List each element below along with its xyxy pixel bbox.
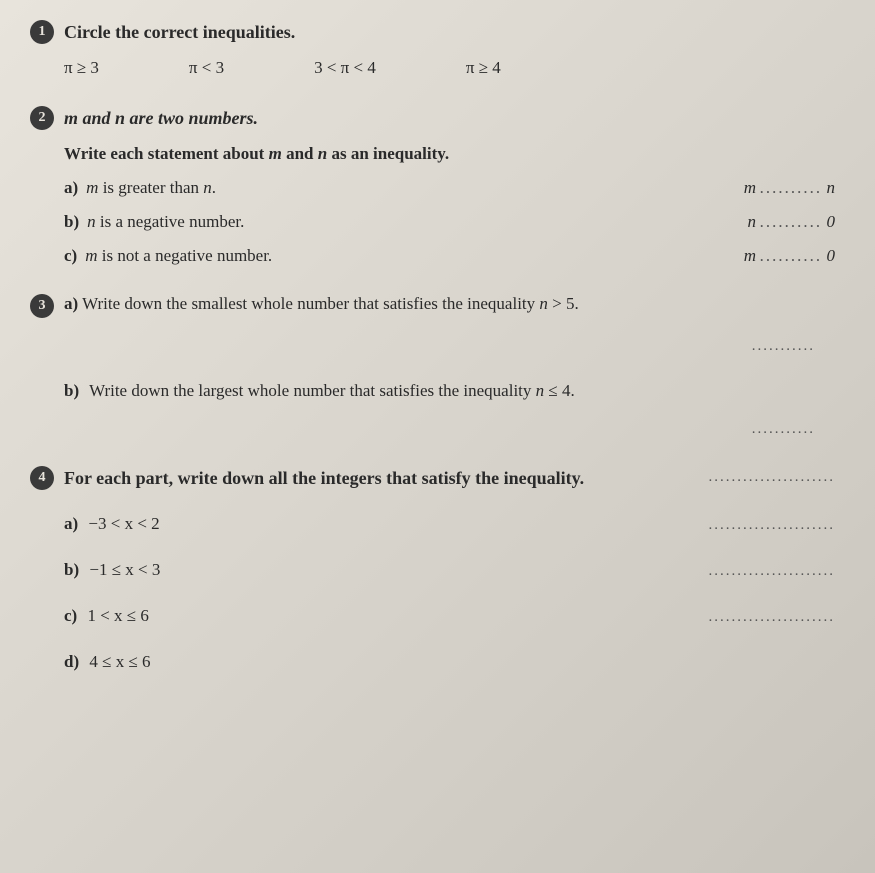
q1-option-3: 3 < π < 4 [314,58,376,78]
question-1: 1 Circle the correct inequalities. π ≥ 3… [30,20,835,78]
q4-prompt: For each part, write down all the intege… [64,468,584,489]
q3-a-letter: a) [64,294,78,313]
q2-a-dots: .......... [760,178,823,198]
q1-prompt: Circle the correct inequalities. [64,22,295,43]
q2-a-left: m [744,178,756,198]
q2-number-badge: 2 [30,106,54,130]
q1-option-1: π ≥ 3 [64,58,99,78]
question-3: 3 a) Write down the smallest whole numbe… [30,294,835,438]
q4-a-text: −3 < x < 2 [88,514,159,533]
q3-number-badge: 3 [30,294,54,318]
q4-b-dots: ...................... [709,563,836,580]
q2-c-dots: .......... [760,246,823,266]
q4-d-text: 4 ≤ x ≤ 6 [89,652,150,671]
q4-b-label: b) −1 ≤ x < 3 [64,560,160,580]
q2-item-a: a) m is greater than n. m .......... n [64,178,835,198]
q2-a-text: m is greater than n. [86,178,216,198]
q4-a-letter: a) [64,514,78,533]
q2-c-fill: m .......... 0 [744,246,835,266]
q3-a-text: Write down the smallest whole number tha… [82,294,579,313]
q3-a: a) Write down the smallest whole number … [64,294,579,314]
q3-b-letter: b) [64,381,79,400]
q4-c-label: c) 1 < x ≤ 6 [64,606,149,626]
q2-a-label: a) m is greater than n. [64,178,216,198]
q2-a-fill: m .......... n [744,178,835,198]
q2-sub-text: Write each statement about m and n as an… [64,144,449,163]
q4-a-dots: ...................... [709,517,836,534]
q4-item-c: c) 1 < x ≤ 6 ...................... [64,606,835,626]
q4-d-label: d) 4 ≤ x ≤ 6 [64,652,151,672]
q4-b-text: −1 ≤ x < 3 [89,560,160,579]
q2-a-right: n [827,178,836,198]
q2-b-label: b) n is a negative number. [64,212,244,232]
q4-c-dots: ...................... [709,609,836,626]
q3-b-text: Write down the largest whole number that… [89,381,575,400]
q4-a-label: a) −3 < x < 2 [64,514,160,534]
q2-c-label: c) m is not a negative number. [64,246,272,266]
q2-prompt: m and n are two numbers. [64,108,258,129]
q4-d-letter: d) [64,652,79,671]
q2-b-letter: b) [64,212,79,232]
q4-header-row: 4 For each part, write down all the inte… [30,466,835,490]
q1-option-4: π ≥ 4 [466,58,501,78]
q2-prompt-italic: m and n are two numbers. [64,108,258,128]
q3-b-answer-line: ........... [30,421,815,438]
question-4: 4 For each part, write down all the inte… [30,466,835,672]
q3-b: b) Write down the largest whole number t… [64,381,835,401]
q1-options: π ≥ 3 π < 3 3 < π < 4 π ≥ 4 [64,58,835,78]
q4-item-d: d) 4 ≤ x ≤ 6 [64,652,835,672]
q2-b-fill: n .......... 0 [748,212,836,232]
q2-a-letter: a) [64,178,78,198]
q2-item-b: b) n is a negative number. n .......... … [64,212,835,232]
q1-option-2: π < 3 [189,58,224,78]
q4-item-a: a) −3 < x < 2 ...................... [64,514,835,534]
q2-b-right: 0 [827,212,836,232]
q2-sub-prompt: Write each statement about m and n as an… [64,144,835,164]
q1-header: 1 Circle the correct inequalities. [30,20,835,44]
q2-header: 2 m and n are two numbers. [30,106,835,130]
q4-b-letter: b) [64,560,79,579]
q2-b-dots: .......... [760,212,823,232]
q3-a-answer-line: ........... [30,338,815,355]
q3-header: 3 a) Write down the smallest whole numbe… [30,294,835,318]
q1-number-badge: 1 [30,20,54,44]
q2-c-text: m is not a negative number. [85,246,272,266]
q2-c-letter: c) [64,246,77,266]
q4-item-b: b) −1 ≤ x < 3 ...................... [64,560,835,580]
q2-b-left: n [748,212,757,232]
q4-header-dots: ...................... [709,469,836,486]
q4-number-badge: 4 [30,466,54,490]
q4-c-letter: c) [64,606,77,625]
question-2: 2 m and n are two numbers. Write each st… [30,106,835,266]
q2-b-text: n is a negative number. [87,212,244,232]
q4-c-text: 1 < x ≤ 6 [87,606,148,625]
q4-header: 4 For each part, write down all the inte… [30,466,584,490]
q2-c-right: 0 [827,246,836,266]
q2-c-left: m [744,246,756,266]
q2-item-c: c) m is not a negative number. m .......… [64,246,835,266]
